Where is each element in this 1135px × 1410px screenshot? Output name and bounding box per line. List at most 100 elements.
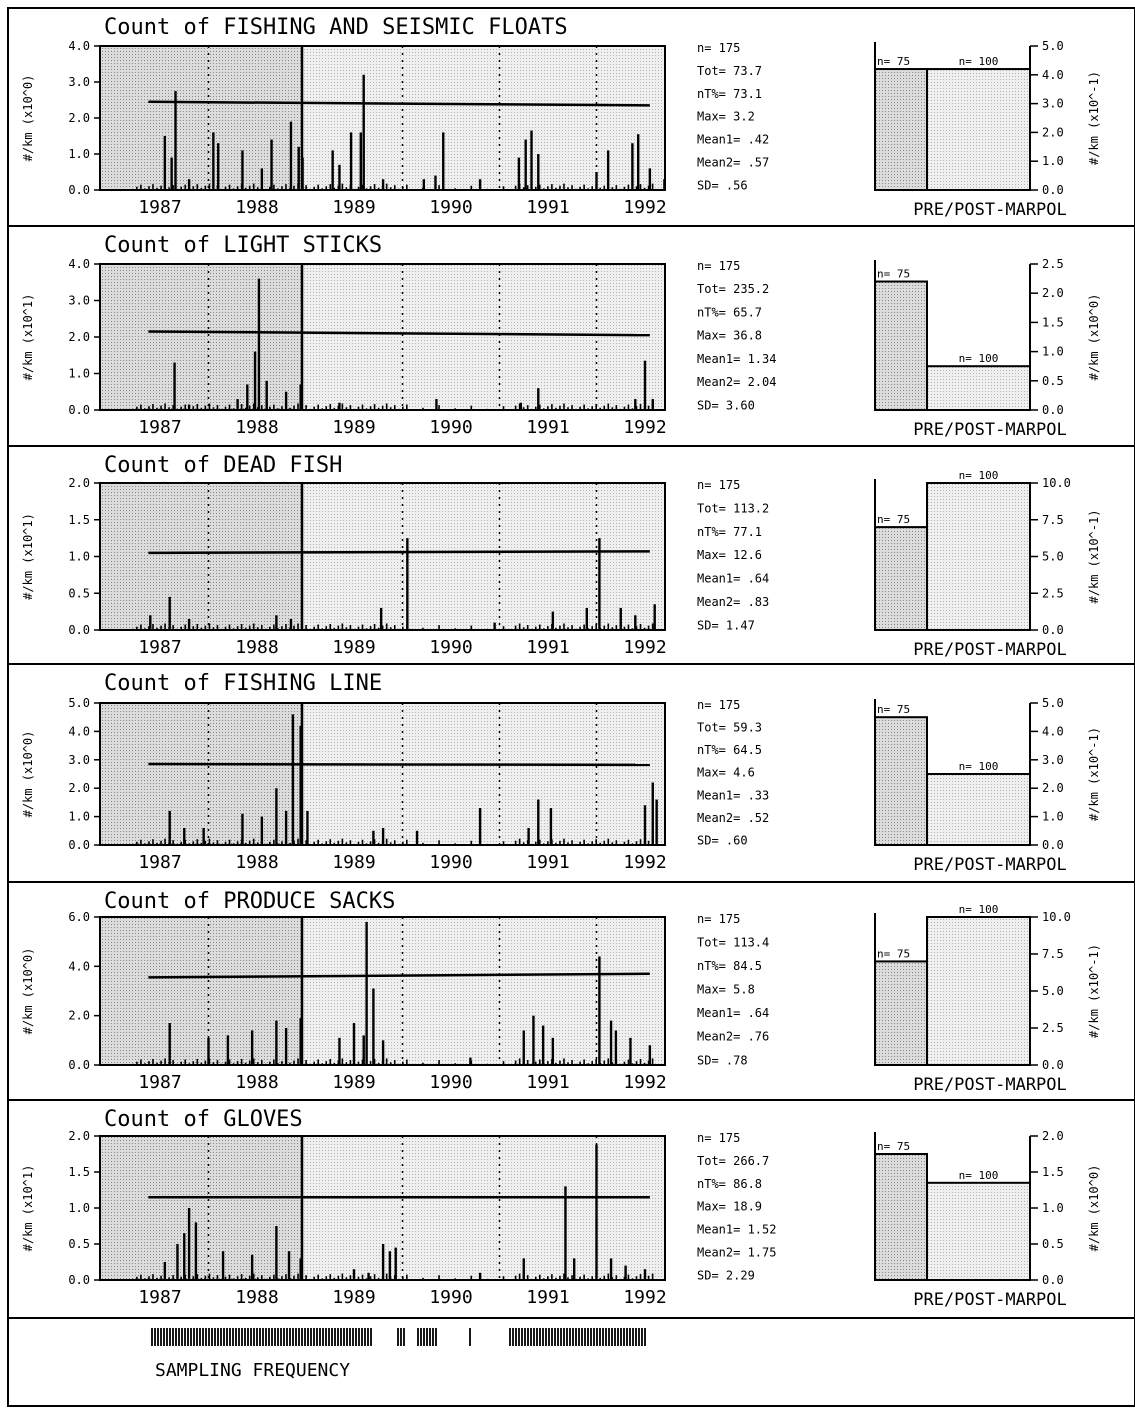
y-tick-label: 3.0 — [68, 75, 90, 89]
x-tick-label: 1989 — [332, 417, 375, 438]
post-n-label: n= 100 — [959, 55, 999, 68]
plot-frame — [99, 702, 666, 846]
y-tick-label: 4.0 — [68, 39, 90, 53]
x-tick-label: 1987 — [138, 1072, 181, 1093]
y-tick-label: 1.0 — [68, 367, 90, 381]
prepost-tick-label: 1.0 — [1042, 810, 1064, 824]
stat-tot: Tot= 113.2 — [697, 501, 769, 515]
stat-ntpct: nT%= 77.1 — [697, 525, 762, 539]
y-tick-label: 3.0 — [68, 753, 90, 767]
prepost-tick-label: 2.5 — [1042, 257, 1064, 271]
prepost-tick-label: 2.0 — [1042, 286, 1064, 300]
prepost-tick-label: 1.5 — [1042, 315, 1064, 329]
sampling-frequency-ticks — [151, 1328, 646, 1346]
prepost-tick-label: 1.5 — [1042, 1165, 1064, 1179]
post-marpol-region — [302, 1136, 665, 1280]
stat-mean1: Mean1= .33 — [697, 788, 769, 802]
x-tick-label: 1987 — [138, 1287, 181, 1308]
y-tick-label: 0.5 — [68, 586, 90, 600]
chart-panels: Count of FISHING AND SEISMIC FLOATS 0.0 1.… — [8, 15, 1135, 1310]
x-tick-label: 1987 — [138, 637, 181, 658]
prepost-y-axis-label: #/km (x10^-1) — [1087, 727, 1101, 821]
stat-mean2: Mean2= .76 — [697, 1030, 769, 1044]
prepost-tick-label: 4.0 — [1042, 724, 1064, 738]
prepost-tick-label: 10.0 — [1042, 910, 1071, 924]
prepost-tick-label: 0.0 — [1042, 403, 1064, 417]
prepost-tick-label: 5.0 — [1042, 696, 1064, 710]
chart-panel: Count of PRODUCE SACKS 0.0 2.0 4.0 6.0 #/km (… — [8, 881, 1135, 1095]
prepost-y-axis-label: #/km (x10^-1) — [1087, 944, 1101, 1038]
sampling-frequency-footer: SAMPLING FREQUENCY — [151, 1328, 646, 1381]
post-marpol-bar — [926, 482, 1031, 631]
y-tick-label: 2.0 — [68, 781, 90, 795]
pre-marpol-bar — [874, 280, 928, 411]
x-tick-label: 1988 — [235, 1072, 278, 1093]
y-axis-label: #/km (x10^1) — [21, 294, 35, 381]
post-marpol-bar — [926, 773, 1031, 846]
pre-n-label: n= 75 — [877, 513, 910, 526]
x-tick-label: 1992 — [623, 1287, 666, 1308]
x-tick-label: 1991 — [526, 852, 569, 873]
x-tick-label: 1989 — [332, 197, 375, 218]
stat-n: n= 175 — [697, 478, 740, 492]
x-tick-label: 1988 — [235, 637, 278, 658]
stat-n: n= 175 — [697, 698, 740, 712]
x-tick-label: 1990 — [429, 417, 472, 438]
stat-ntpct: nT%= 65.7 — [697, 305, 762, 319]
y-tick-label: 6.0 — [68, 910, 90, 924]
post-marpol-region — [302, 483, 665, 630]
stat-mean2: Mean2= .52 — [697, 811, 769, 825]
prepost-tick-label: 7.5 — [1042, 947, 1064, 961]
y-tick-label: 1.5 — [68, 513, 90, 527]
sampling-frequency-label: SAMPLING FREQUENCY — [155, 1360, 350, 1381]
y-tick-label: 0.0 — [68, 1058, 90, 1072]
y-tick-label: 1.0 — [68, 1201, 90, 1215]
y-axis-label: #/km (x10^1) — [21, 1165, 35, 1252]
figure-frame — [7, 7, 1135, 1407]
stat-tot: Tot= 266.7 — [697, 1154, 769, 1168]
stat-sd: SD= .60 — [697, 833, 748, 847]
chart-title: Count of DEAD FISH — [104, 453, 342, 478]
chart-title: Count of LIGHT STICKS — [104, 233, 382, 258]
post-marpol-bar — [926, 365, 1031, 412]
post-marpol-region — [302, 46, 665, 190]
mean-trend-line — [148, 762, 650, 767]
post-marpol-bar — [926, 916, 1031, 1066]
stat-ntpct: nT%= 64.5 — [697, 743, 762, 757]
y-tick-label: 0.0 — [68, 183, 90, 197]
prepost-tick-label: 2.5 — [1042, 1021, 1064, 1035]
prepost-tick-label: 2.0 — [1042, 781, 1064, 795]
prepost-tick-label: 0.0 — [1042, 183, 1064, 197]
prepost-tick-label: 1.0 — [1042, 154, 1064, 168]
x-tick-label: 1988 — [235, 1287, 278, 1308]
mean-trend-line — [148, 550, 650, 555]
y-tick-label: 0.0 — [68, 623, 90, 637]
stat-mean1: Mean1= 1.34 — [697, 352, 776, 366]
post-n-label: n= 100 — [959, 352, 999, 365]
stat-mean1: Mean1= .64 — [697, 572, 769, 586]
stat-sd: SD= 3.60 — [697, 398, 755, 412]
stat-mean2: Mean2= .83 — [697, 595, 769, 609]
x-tick-label: 1988 — [235, 197, 278, 218]
x-tick-label: 1992 — [623, 197, 666, 218]
x-tick-label: 1990 — [429, 1287, 472, 1308]
post-n-label: n= 100 — [959, 903, 999, 916]
stat-n: n= 175 — [697, 1131, 740, 1145]
prepost-tick-label: 3.0 — [1042, 97, 1064, 111]
x-tick-label: 1990 — [429, 1072, 472, 1093]
prepost-y-axis-label: #/km (x10^0) — [1087, 1165, 1101, 1252]
y-axis-label: #/km (x10^1) — [21, 513, 35, 600]
prepost-chart: n= 75 n= 100 0.0 1.0 2.0 3.0 4.0 5.0 #/km (x10^-… — [874, 39, 1101, 220]
pre-marpol-region — [100, 917, 302, 1065]
chart-panel: Count of LIGHT STICKS 0.0 1.0 2.0 3.0 4.0 #/km… — [8, 225, 1135, 440]
post-marpol-region — [302, 264, 665, 410]
prepost-tick-label: 0.0 — [1042, 1273, 1064, 1287]
x-tick-label: 1991 — [526, 417, 569, 438]
post-n-label: n= 100 — [959, 760, 999, 773]
stat-tot: Tot= 235.2 — [697, 282, 769, 296]
y-tick-label: 0.0 — [68, 838, 90, 852]
prepost-x-label: PRE/POST-MARPOL — [913, 1290, 1067, 1310]
prepost-chart: n= 75 n= 100 0.0 0.5 1.0 1.5 2.0 2.5 #/km (x10^0… — [874, 257, 1101, 440]
stat-sd: SD= .78 — [697, 1053, 748, 1067]
